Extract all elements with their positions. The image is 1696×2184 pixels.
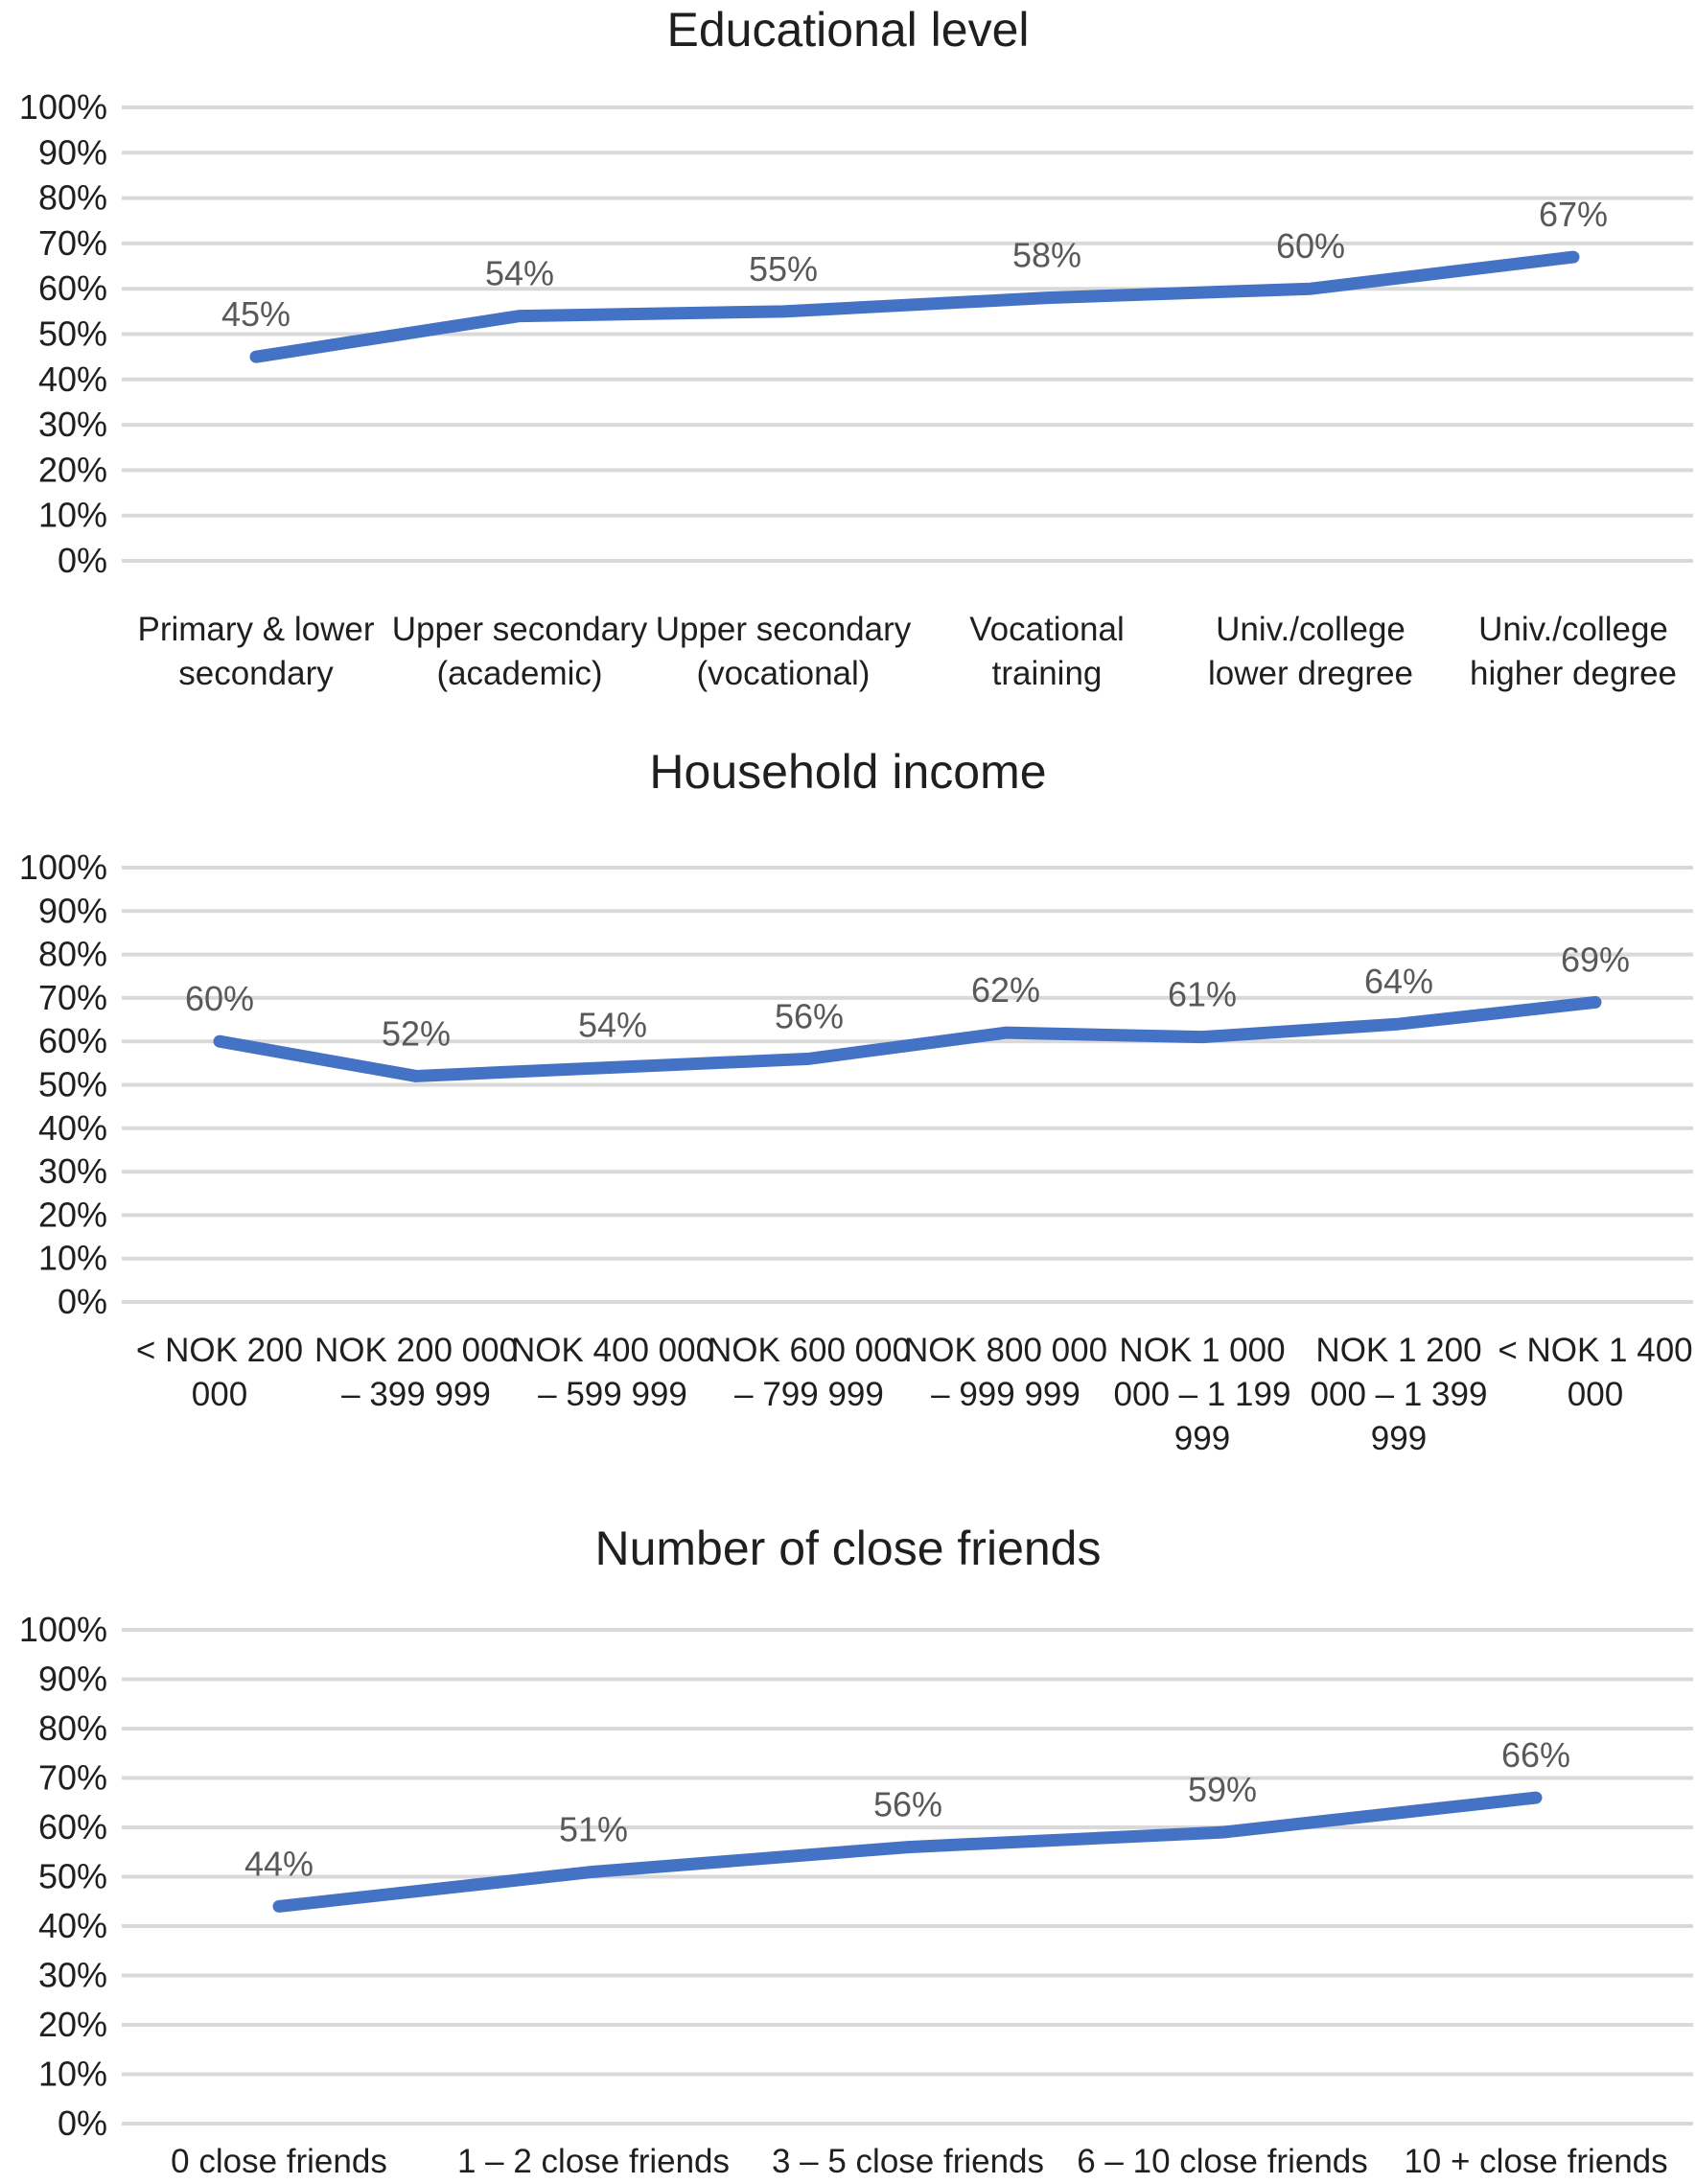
x-axis-category-label: NOK 800 000 [904,1332,1107,1369]
y-axis-tick-label: 50% [38,1857,107,1896]
y-axis-tick-label: 30% [38,1151,107,1191]
y-axis-tick-label: 100% [19,848,107,887]
data-label: 56% [873,1785,942,1824]
y-axis-tick-label: 70% [38,223,107,263]
x-axis-category-label: lower dregree [1208,655,1413,692]
y-axis-tick-label: 10% [38,2055,107,2094]
chart-title-educational-level: Educational level [666,3,1030,57]
y-axis-tick-label: 40% [38,1108,107,1148]
y-axis-tick-label: 70% [38,978,107,1017]
data-label: 60% [1276,226,1345,266]
x-axis-category-label: 1 – 2 close friends [457,2143,730,2180]
x-axis-category-label: Upper secondary [392,611,648,648]
data-label: 52% [382,1013,451,1053]
x-axis-category-label: Vocational [969,611,1125,648]
data-label: 44% [244,1844,314,1883]
y-axis-tick-label: 90% [38,891,107,930]
x-axis-category-label: – 399 999 [341,1376,491,1413]
x-axis-category-label: 999 [1174,1420,1230,1457]
y-axis-tick-label: 70% [38,1758,107,1798]
y-axis-tick-label: 0% [58,2103,107,2143]
y-axis-tick-label: 60% [38,268,107,308]
y-axis-tick-label: 80% [38,178,107,218]
x-axis-category-label: higher degree [1470,655,1677,692]
y-axis-tick-label: 10% [38,496,107,535]
data-label: 54% [578,1005,647,1044]
y-axis-tick-label: 20% [38,1195,107,1234]
x-axis-category-label: 3 – 5 close friends [772,2143,1044,2180]
x-axis-category-label: 000 – 1 199 [1114,1376,1291,1413]
x-axis-category-label: Upper secondary [656,611,912,648]
x-axis-category-label: training [992,655,1103,692]
y-axis-tick-label: 30% [38,405,107,444]
x-axis-category-label: secondary [178,655,334,692]
data-label: 56% [775,996,844,1035]
x-axis-category-label: 6 – 10 close friends [1077,2143,1368,2180]
data-label: 55% [749,249,818,289]
x-axis-category-label: NOK 1 200 [1315,1332,1481,1369]
x-axis-category-label: 000 – 1 399 [1311,1376,1488,1413]
x-axis-category-label: Univ./college [1216,611,1406,648]
data-label: 58% [1012,236,1081,275]
y-axis-tick-label: 40% [38,360,107,399]
y-axis-tick-label: 0% [58,541,107,580]
x-axis-category-label: NOK 400 000 [511,1332,714,1369]
x-axis-category-label: Univ./college [1478,611,1668,648]
x-axis-category-label: – 599 999 [538,1376,687,1413]
y-axis-tick-label: 0% [58,1282,107,1321]
x-axis-category-label: (vocational) [697,655,871,692]
y-axis-tick-label: 100% [19,87,107,127]
y-axis-tick-label: 20% [38,450,107,489]
data-label: 60% [185,979,254,1018]
data-label: 66% [1501,1735,1570,1775]
data-label: 59% [1188,1770,1257,1809]
data-label: 64% [1364,962,1433,1001]
x-axis-category-label: NOK 600 000 [708,1332,911,1369]
x-axis-category-label: 000 [1568,1376,1623,1413]
x-axis-category-label: 000 [192,1376,247,1413]
x-axis-category-label: (academic) [436,655,602,692]
y-axis-tick-label: 80% [38,935,107,974]
y-axis-tick-label: 30% [38,1956,107,1995]
x-axis-category-label: 10 + close friends [1404,2143,1667,2180]
y-axis-tick-label: 100% [19,1610,107,1649]
series-line [249,250,1580,363]
y-axis-tick-label: 50% [38,1065,107,1104]
x-axis-category-label: 999 [1371,1420,1427,1457]
x-axis-category-label: < NOK 1 400 [1498,1332,1692,1369]
x-axis-category-label: 0 close friends [171,2143,387,2180]
series-line [213,995,1602,1082]
y-axis-tick-label: 90% [38,132,107,172]
data-label: 54% [485,254,554,293]
data-label: 67% [1539,195,1608,234]
y-axis-tick-label: 50% [38,314,107,354]
x-axis-category-label: < NOK 200 [136,1332,303,1369]
x-axis-category-label: – 799 999 [734,1376,884,1413]
data-label: 62% [971,970,1040,1010]
chart-title-household-income: Household income [649,745,1047,799]
data-label: 51% [559,1809,628,1848]
x-axis-category-label: NOK 200 000 [314,1332,518,1369]
y-axis-tick-label: 90% [38,1660,107,1699]
data-label: 69% [1561,940,1630,979]
x-axis-category-label: NOK 1 000 [1119,1332,1285,1369]
y-axis-tick-label: 80% [38,1708,107,1748]
x-axis-category-label: – 999 999 [931,1376,1080,1413]
data-label: 45% [221,294,290,334]
y-axis-tick-label: 60% [38,1807,107,1847]
y-axis-tick-label: 60% [38,1021,107,1060]
series-line [272,1791,1543,1913]
x-axis-category-label: Primary & lower [138,611,375,648]
y-axis-tick-label: 10% [38,1239,107,1278]
data-label: 61% [1168,975,1237,1014]
y-axis-tick-label: 40% [38,1906,107,1945]
y-axis-tick-label: 20% [38,2005,107,2044]
chart-title-number-of-close-friends: Number of close friends [594,1522,1102,1575]
